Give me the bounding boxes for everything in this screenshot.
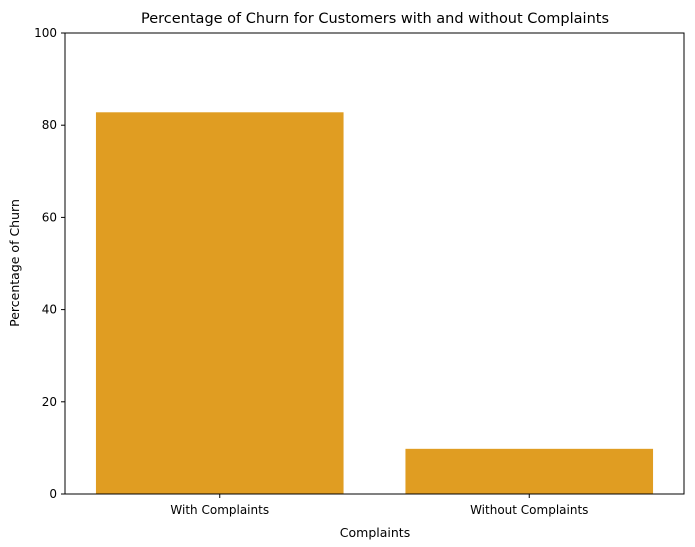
y-tick-label-5: 100 bbox=[34, 26, 57, 40]
y-tick-label-2: 40 bbox=[42, 303, 57, 317]
x-axis-label: Complaints bbox=[340, 525, 410, 540]
y-tick-label-3: 60 bbox=[42, 210, 57, 224]
bar-0 bbox=[95, 112, 344, 495]
bar-1 bbox=[405, 448, 654, 494]
chart-title: Percentage of Churn for Customers with a… bbox=[141, 11, 609, 27]
y-tick-label-0: 0 bbox=[49, 487, 57, 501]
y-tick-label-1: 20 bbox=[42, 395, 57, 409]
y-tick-label-4: 80 bbox=[42, 118, 57, 132]
plot-area: With Complaints Without Complaints 0 20 40 60… bbox=[34, 26, 685, 517]
x-tick-label-0: With Complaints bbox=[170, 503, 269, 517]
x-tick-label-1: Without Complaints bbox=[470, 503, 588, 517]
y-axis-label: Percentage of Churn bbox=[7, 199, 22, 327]
plot-frame bbox=[64, 32, 685, 495]
